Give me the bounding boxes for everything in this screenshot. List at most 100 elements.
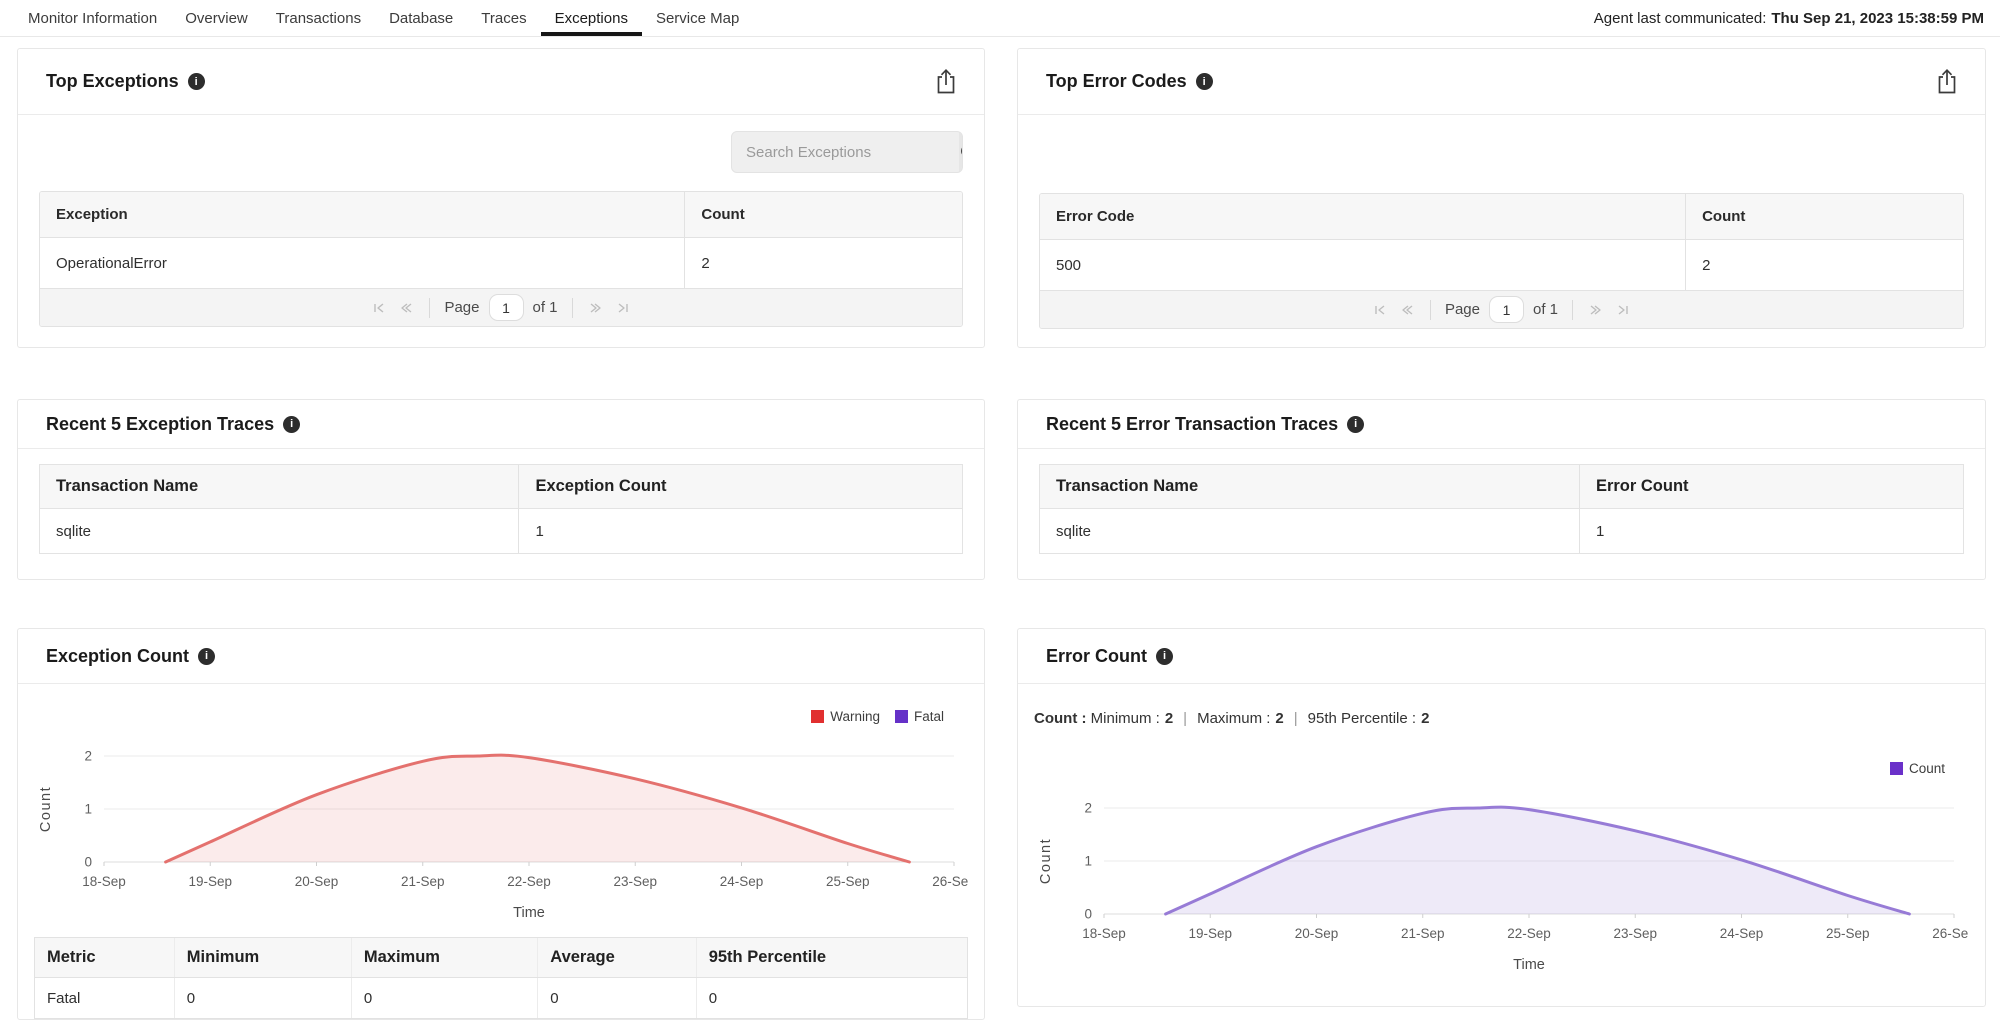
- first-page-icon[interactable]: [1371, 303, 1389, 317]
- svg-text:25-Sep: 25-Sep: [1826, 926, 1870, 941]
- prev-page-icon[interactable]: [397, 301, 415, 315]
- info-icon[interactable]: i: [1195, 73, 1213, 90]
- tab-monitor-information[interactable]: Monitor Information: [28, 9, 158, 27]
- page-number-input[interactable]: [488, 294, 524, 321]
- chart-legend: Warning Fatal: [34, 706, 944, 726]
- error-count-chart[interactable]: 0 1 2 18-Sep 19-Sep 20-Sep 21-Sep 22-Sep 23-Sep 2…: [1034, 784, 1976, 989]
- table-row[interactable]: sqlite 1: [1040, 509, 1963, 553]
- column-header-transaction-name: Transaction Name: [1040, 465, 1580, 508]
- svg-text:19-Sep: 19-Sep: [1188, 926, 1232, 941]
- table-row[interactable]: 500 2: [1040, 240, 1963, 290]
- tab-traces[interactable]: Traces: [481, 9, 527, 27]
- exception-name-cell[interactable]: OperationalError: [40, 238, 686, 288]
- exception-count-chart[interactable]: 0 1 2 18-Sep 19-Sep 20-Sep 21-Sep 22-Sep 23-Sep 2…: [34, 732, 976, 937]
- top-error-codes-card: Top Error Codes i Error Code Count 500 2: [1017, 48, 1986, 348]
- top-exceptions-table: Exception Count OperationalError 2 Page …: [39, 191, 963, 327]
- last-page-icon[interactable]: [614, 301, 632, 315]
- chart-legend: Count: [1034, 758, 1945, 778]
- svg-text:1: 1: [84, 802, 92, 817]
- export-icon[interactable]: [934, 68, 958, 95]
- svg-text:24-Sep: 24-Sep: [1720, 926, 1764, 941]
- agent-status-label: Agent last communicated:: [1593, 9, 1767, 27]
- svg-text:19-Sep: 19-Sep: [188, 874, 232, 889]
- search-icon[interactable]: [959, 132, 962, 172]
- svg-text:0: 0: [84, 855, 92, 870]
- next-page-icon[interactable]: [587, 301, 605, 315]
- card-title-text: Error Count: [1046, 645, 1147, 666]
- table-row[interactable]: OperationalError 2: [40, 238, 962, 288]
- first-page-icon[interactable]: [370, 301, 388, 315]
- tab-transactions[interactable]: Transactions: [275, 9, 362, 27]
- error-count-stats: Count : Minimum : 2 | Maximum : 2 | 95th…: [1034, 708, 1969, 728]
- legend-item-warning[interactable]: Warning: [811, 709, 880, 724]
- legend-item-fatal[interactable]: Fatal: [894, 709, 944, 724]
- column-header-average: Average: [538, 938, 697, 977]
- svg-text:1: 1: [1084, 854, 1092, 869]
- top-navbar: Monitor Information Overview Transaction…: [0, 0, 2000, 37]
- warning-swatch: [811, 709, 825, 723]
- info-icon[interactable]: i: [1156, 647, 1173, 665]
- stat-max-label: Maximum :: [1197, 709, 1271, 727]
- exception-count-cell: 1: [535, 522, 544, 540]
- info-icon[interactable]: i: [283, 415, 301, 433]
- svg-text:26-Sep: 26-Sep: [932, 874, 968, 889]
- transaction-name-cell[interactable]: sqlite: [40, 509, 520, 553]
- card-title-text: Top Error Codes: [1046, 71, 1187, 91]
- metric-max-cell: 0: [352, 978, 539, 1018]
- dashboard: Top Exceptions i: [0, 37, 2000, 1020]
- tab-exceptions[interactable]: Exceptions: [540, 0, 642, 36]
- svg-text:18-Sep: 18-Sep: [82, 874, 126, 889]
- stat-min-label: Minimum :: [1090, 709, 1160, 727]
- legend-label: Count: [1908, 760, 1945, 776]
- tab-database[interactable]: Database: [389, 9, 454, 27]
- svg-text:26-Sep: 26-Sep: [1932, 926, 1968, 941]
- recent-error-traces-table: Transaction Name Error Count sqlite 1: [1039, 464, 1964, 554]
- info-icon[interactable]: i: [187, 73, 205, 90]
- column-header-maximum: Maximum: [352, 938, 539, 977]
- exception-count-cell: 2: [701, 254, 710, 272]
- page-of-label: of 1: [1533, 301, 1559, 318]
- last-page-icon[interactable]: [1614, 303, 1632, 317]
- nav-tabs: Monitor Information Overview Transaction…: [14, 0, 753, 36]
- count-swatch: [1889, 761, 1903, 775]
- svg-text:18-Sep: 18-Sep: [1082, 926, 1126, 941]
- exception-count-title: Exception Count i: [46, 646, 215, 667]
- column-header-error-count: Error Count: [1595, 477, 1689, 495]
- svg-text:2: 2: [1084, 801, 1092, 816]
- page-number-input[interactable]: [1489, 296, 1524, 323]
- svg-text:23-Sep: 23-Sep: [1613, 926, 1657, 941]
- error-code-cell[interactable]: 500: [1040, 240, 1687, 290]
- tab-service-map[interactable]: Service Map: [655, 9, 740, 27]
- agent-status-value: Thu Sep 21, 2023 15:38:59 PM: [1771, 9, 1984, 27]
- tab-overview[interactable]: Overview: [185, 9, 248, 27]
- stat-separator: |: [1183, 709, 1188, 727]
- prev-page-icon[interactable]: [1398, 303, 1416, 317]
- card-title-text: Recent 5 Error Transaction Traces: [1046, 413, 1339, 434]
- svg-text:22-Sep: 22-Sep: [507, 874, 551, 889]
- column-header-minimum: Minimum: [175, 938, 352, 977]
- transaction-name-cell[interactable]: sqlite: [1040, 509, 1580, 553]
- top-exceptions-card: Top Exceptions i: [17, 48, 985, 348]
- info-icon[interactable]: i: [1347, 415, 1365, 433]
- svg-text:20-Sep: 20-Sep: [295, 874, 339, 889]
- next-page-icon[interactable]: [1587, 303, 1605, 317]
- metrics-row-fatal: Fatal 0 0 0 0: [35, 978, 967, 1018]
- legend-item-count[interactable]: Count: [1889, 760, 1945, 776]
- column-header-count: Count: [701, 206, 745, 223]
- search-exceptions-input[interactable]: [732, 132, 959, 172]
- svg-text:Count: Count: [1038, 838, 1054, 884]
- stat-95th-label: 95th Percentile :: [1307, 709, 1417, 727]
- recent-exception-traces-table: Transaction Name Exception Count sqlite …: [39, 464, 963, 554]
- metric-avg-cell: 0: [538, 978, 697, 1018]
- error-count-cell: 1: [1595, 522, 1605, 540]
- exception-count-card: Exception Count i Warning Fatal 0 1 2 18-Se…: [17, 628, 985, 1020]
- metric-name-cell: Fatal: [35, 978, 175, 1018]
- metric-95th-cell: 0: [708, 989, 718, 1007]
- table-row[interactable]: sqlite 1: [40, 509, 962, 553]
- error-count-title: Error Count i: [1046, 646, 1173, 667]
- card-title-text: Top Exceptions: [46, 71, 179, 91]
- info-icon[interactable]: i: [198, 647, 215, 665]
- fatal-swatch: [894, 709, 908, 723]
- svg-text:Time: Time: [1513, 957, 1545, 973]
- export-icon[interactable]: [1935, 68, 1959, 95]
